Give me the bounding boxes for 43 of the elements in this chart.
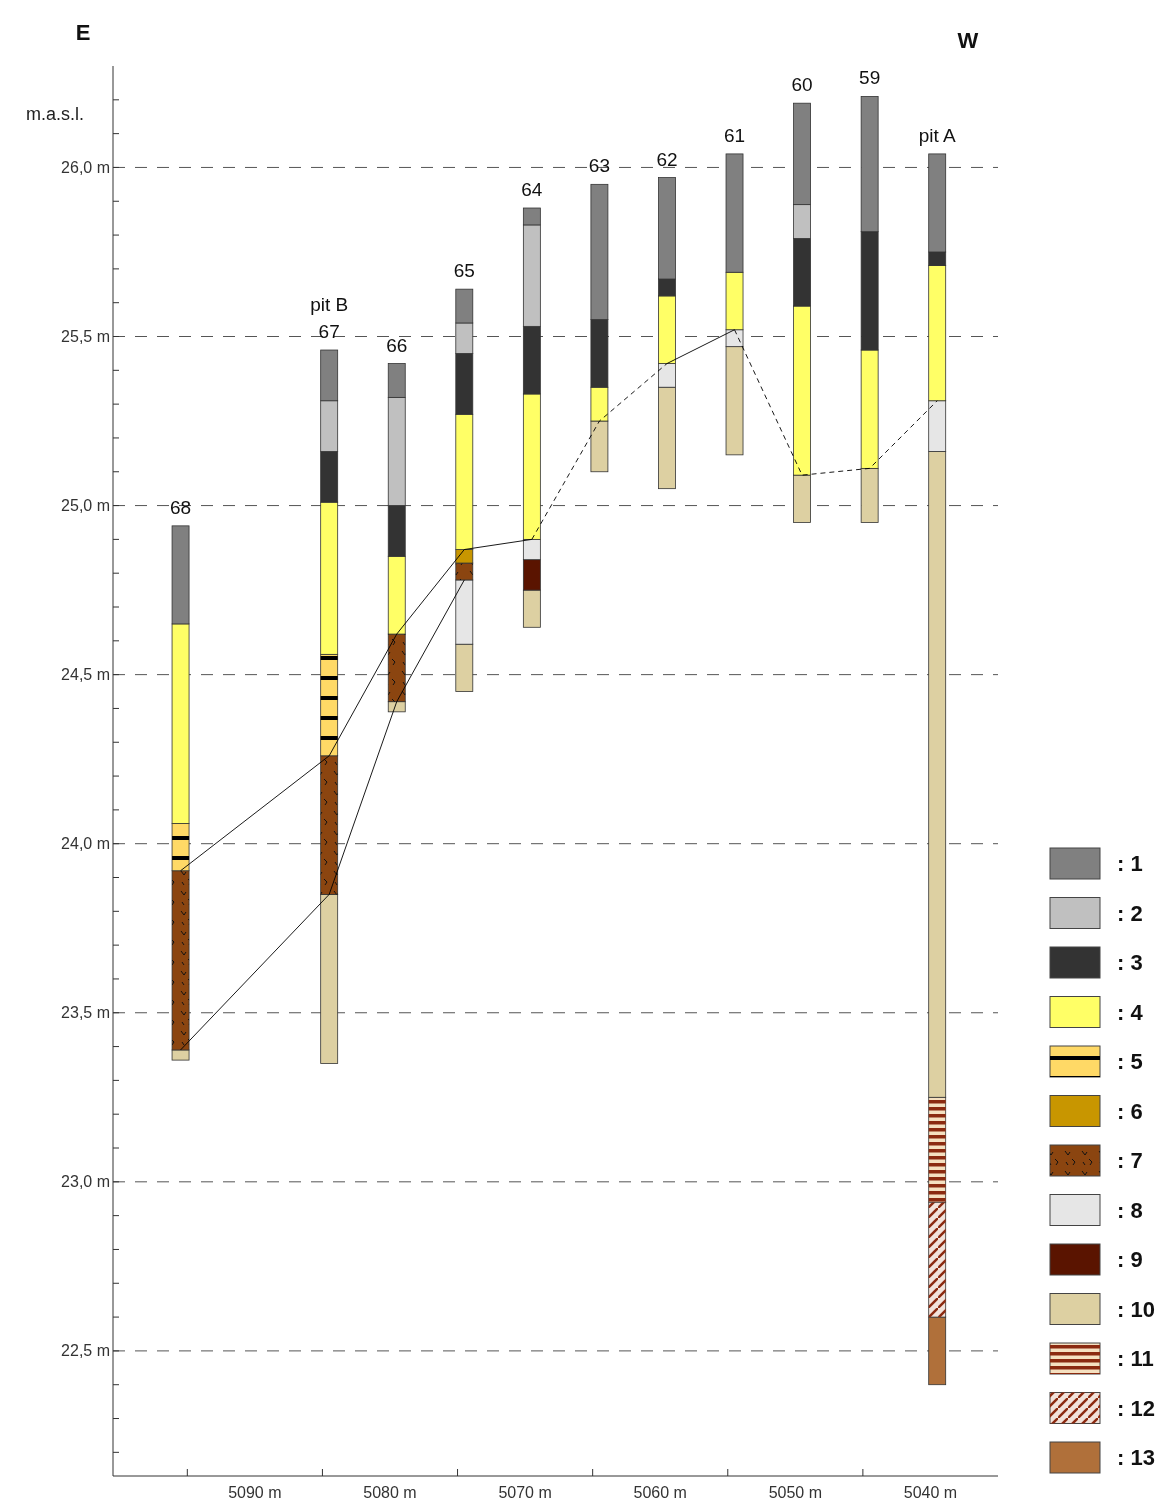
text: E xyxy=(75,20,91,45)
y-tick-label: 24,0 m xyxy=(61,835,110,853)
annotation: 64 xyxy=(521,179,543,201)
legend-label: : 12 xyxy=(1117,1395,1155,1421)
x-tick-label: 5060 m xyxy=(633,1484,687,1500)
legend-label: : 4 xyxy=(1117,999,1144,1025)
y-tick-label: 23,0 m xyxy=(61,1173,110,1191)
annotation: 61 xyxy=(723,124,746,146)
legend-label: : 13 xyxy=(1117,1445,1155,1471)
annotation: 65 xyxy=(453,260,475,282)
x-tick-label: 5040 m xyxy=(903,1484,958,1500)
annotation: 68 xyxy=(169,496,192,518)
y-tick-label: 25,5 m xyxy=(61,328,110,346)
legend-label: : 1 xyxy=(1117,851,1143,877)
x-tick-label: 5080 m xyxy=(363,1484,417,1500)
x-tick-label: 5090 m xyxy=(228,1484,282,1500)
legend-label: : 8 xyxy=(1117,1197,1143,1223)
legend-label: : 3 xyxy=(1117,950,1143,976)
y-tick-label: 22,5 m xyxy=(61,1342,110,1360)
legend-label: : 2 xyxy=(1117,900,1143,926)
legend-label: : 5 xyxy=(1117,1049,1143,1075)
y-tick-label: 24,5 m xyxy=(61,666,110,684)
y-tick-label: 25,0 m xyxy=(61,497,110,515)
legend-label: : 6 xyxy=(1117,1098,1143,1124)
x-tick-label: 5050 m xyxy=(768,1484,823,1500)
annotation: 67 xyxy=(318,321,340,343)
legend-label: : 9 xyxy=(1117,1247,1143,1273)
legend-label: : 11 xyxy=(1117,1346,1154,1372)
y-tick-label: 26,0 m xyxy=(61,159,110,177)
legend-label: : 10 xyxy=(1117,1296,1155,1322)
line-series xyxy=(180,579,465,1051)
legend-label: : 7 xyxy=(1117,1148,1143,1174)
annotation: pit B xyxy=(310,294,349,316)
annotation: 60 xyxy=(791,74,813,96)
annotation: 63 xyxy=(588,155,610,177)
text: W xyxy=(957,28,979,53)
y-tick-label: 23,5 m xyxy=(61,1004,110,1022)
x-tick-label: 5070 m xyxy=(498,1484,552,1500)
y-axis-title: m.a.s.l. xyxy=(25,104,85,124)
annotation: 62 xyxy=(656,148,678,170)
annotation: 59 xyxy=(859,67,881,89)
annotation: 66 xyxy=(386,334,408,356)
annotation: pit A xyxy=(918,124,956,146)
